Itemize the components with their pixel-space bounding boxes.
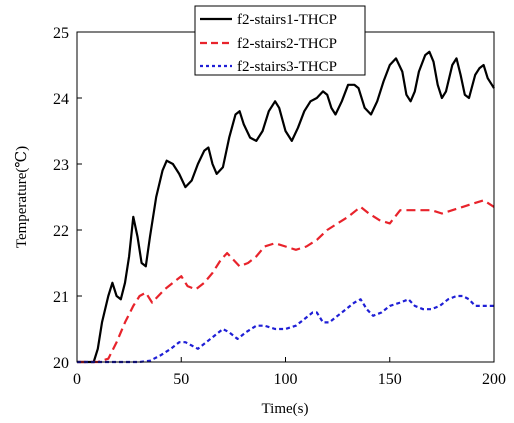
series-line-3 — [77, 294, 494, 364]
y-axis-title: Temperature(℃) — [14, 146, 30, 248]
x-tick-label: 50 — [173, 371, 189, 388]
y-tick-label: 24 — [53, 91, 69, 108]
x-tick-label: 200 — [482, 371, 506, 388]
x-axis-title: Time(s) — [262, 401, 309, 417]
legend-label-stairs2: f2-stairs2-THCP — [237, 36, 337, 52]
x-tick-label: 100 — [274, 371, 298, 388]
x-tick-label: 0 — [73, 371, 81, 388]
axis-ticks: 0 50 100 150 200 20 21 22 23 24 25 — [53, 25, 506, 388]
y-tick-label: 25 — [53, 25, 69, 42]
y-tick-label: 20 — [53, 355, 69, 372]
series-line-1 — [77, 50, 495, 364]
legend-box — [194, 5, 366, 76]
x-tick-label: 150 — [378, 371, 402, 388]
y-tick-label: 23 — [53, 157, 69, 174]
y-tick-label: 21 — [53, 289, 69, 306]
legend: f2-stairs1-THCP f2-stairs2-THCP f2-stair… — [194, 5, 366, 76]
legend-label-stairs1: f2-stairs1-THCP — [237, 12, 337, 28]
plot-frame — [76, 31, 495, 363]
series-layer — [77, 50, 495, 364]
series-line-2 — [77, 199, 495, 364]
legend-label-stairs3: f2-stairs3-THCP — [237, 59, 337, 75]
y-tick-label: 22 — [53, 223, 69, 240]
